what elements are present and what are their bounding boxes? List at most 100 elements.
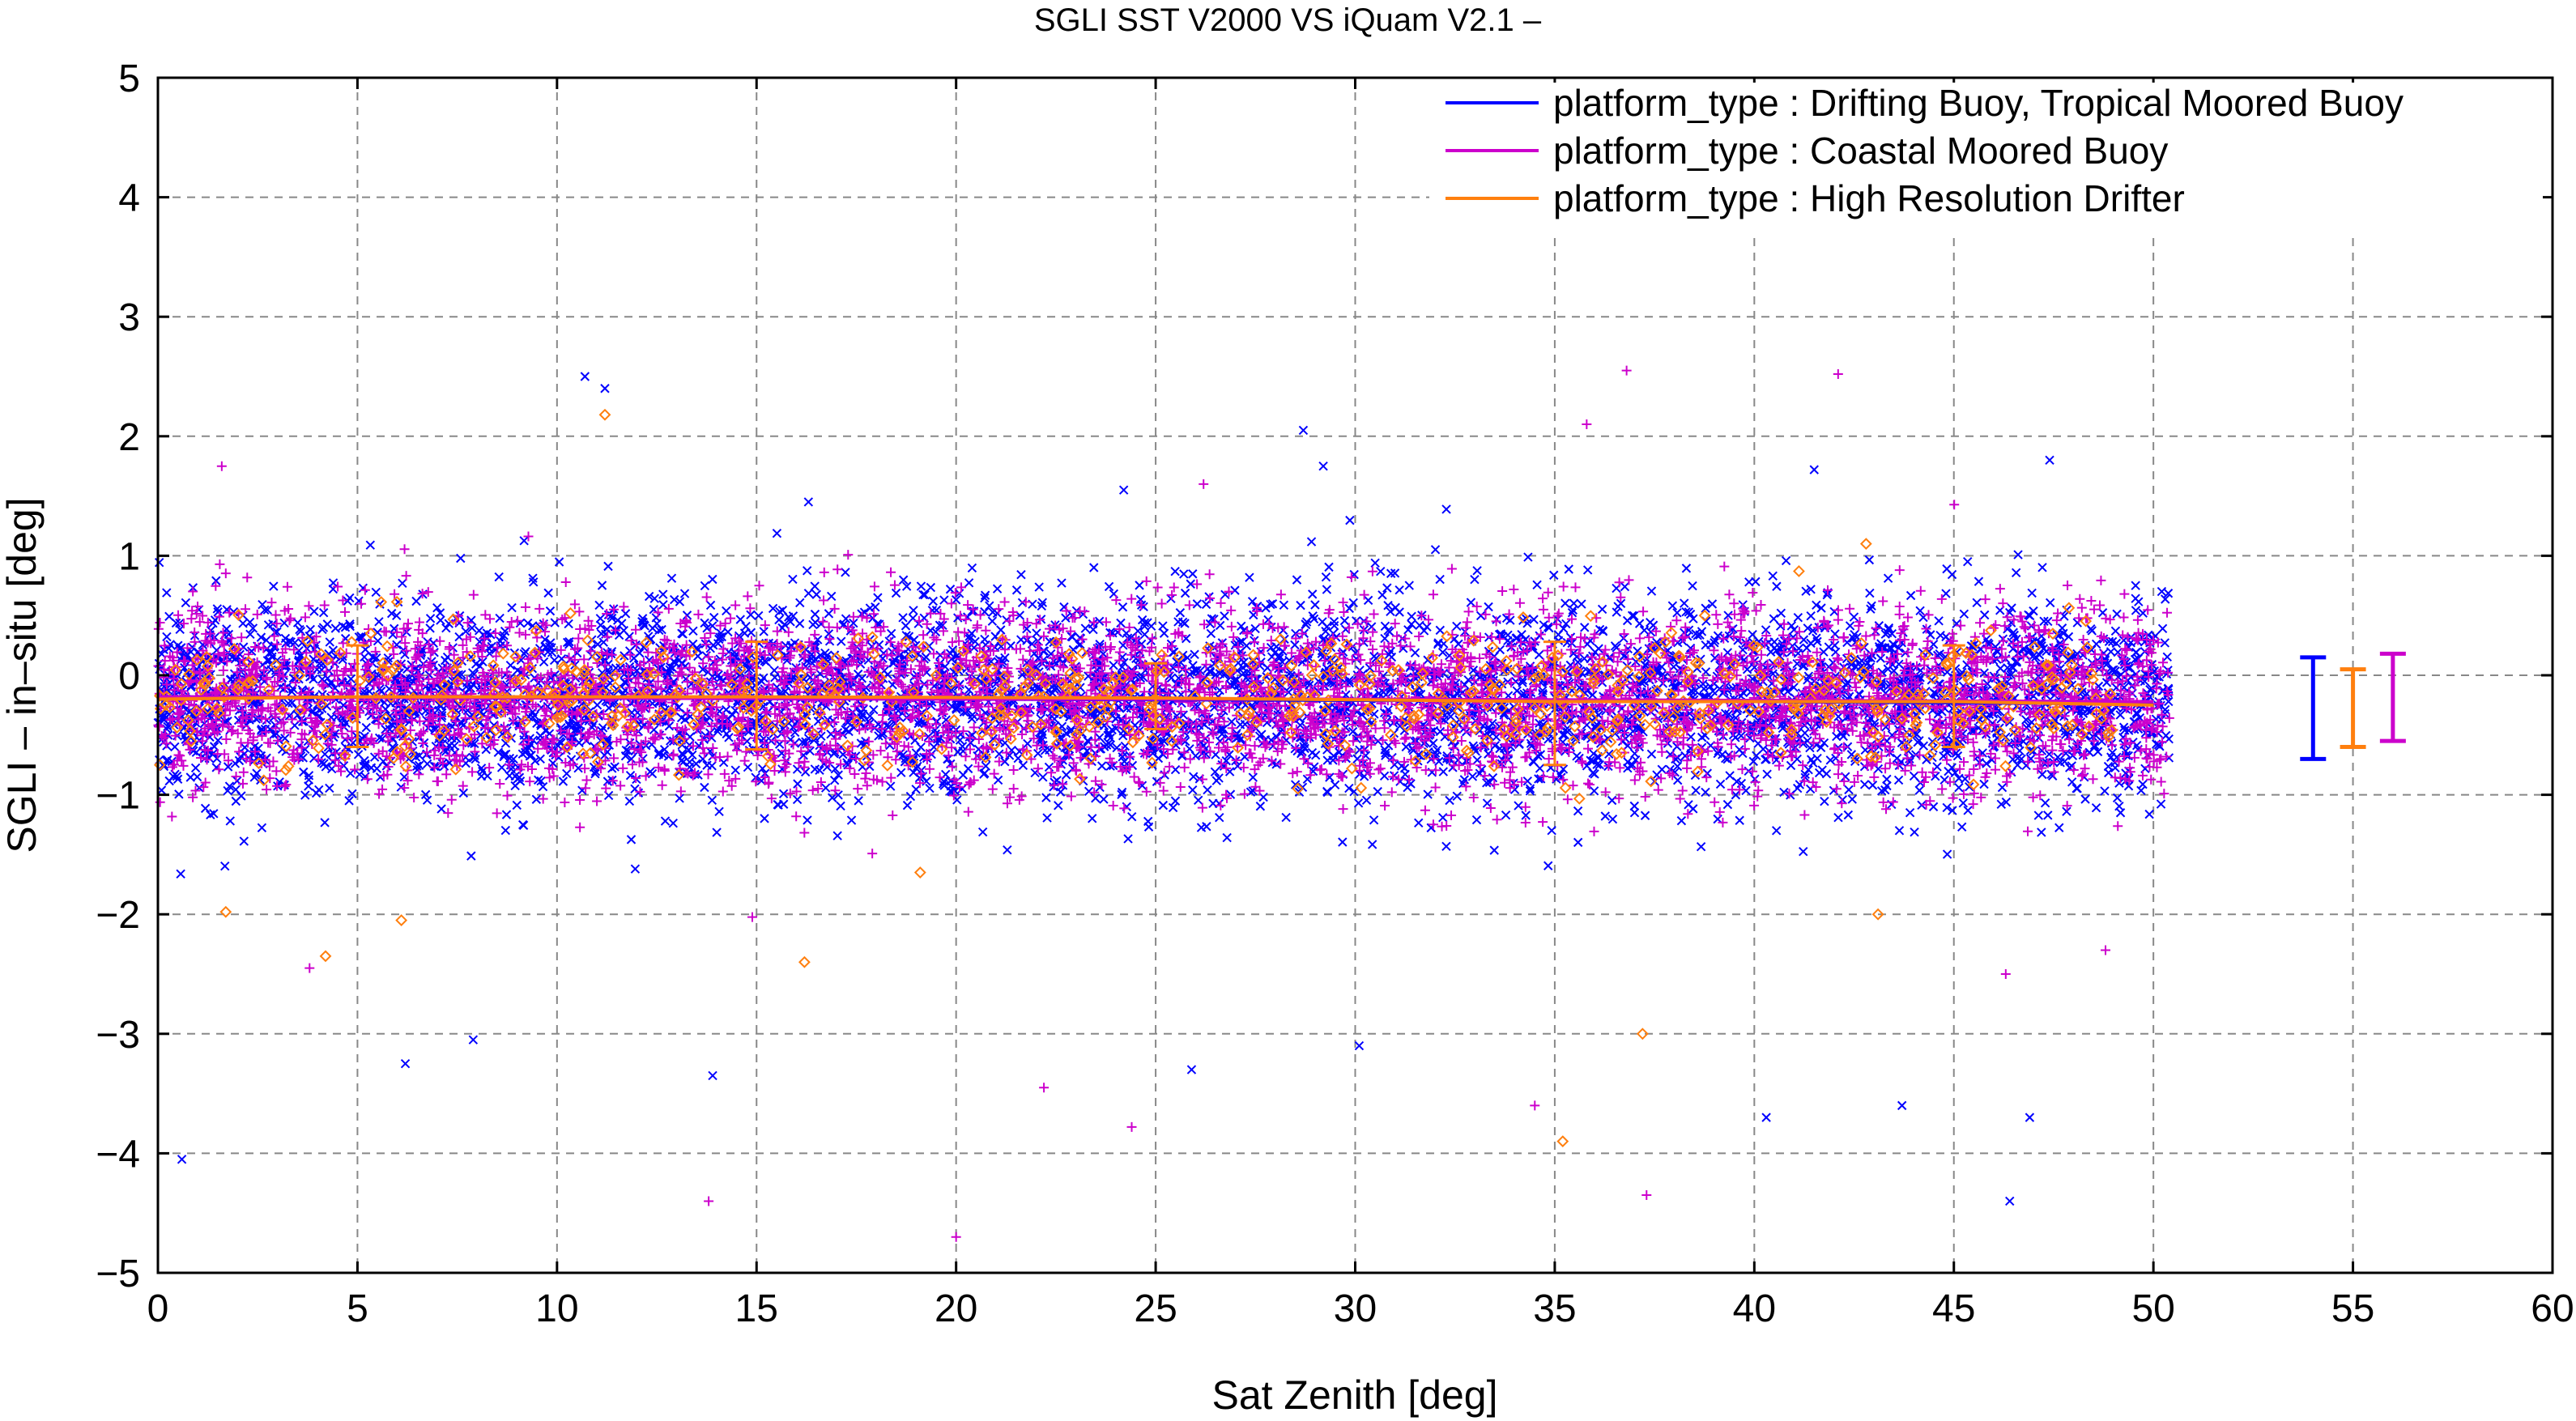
scatter-point bbox=[1607, 814, 1618, 824]
scatter-point bbox=[1996, 799, 2006, 810]
scatter-point bbox=[1235, 637, 1245, 647]
scatter-point bbox=[964, 634, 974, 644]
scatter-point bbox=[645, 634, 656, 645]
scatter-point bbox=[827, 591, 837, 602]
scatter-point bbox=[1547, 826, 1556, 836]
scatter-point bbox=[1410, 648, 1420, 657]
scatter-point bbox=[1220, 611, 1229, 621]
scatter-point bbox=[1959, 609, 1969, 619]
scatter-point bbox=[757, 764, 768, 773]
scatter-point bbox=[900, 757, 910, 767]
scatter-point bbox=[620, 609, 631, 619]
scatter-point bbox=[1394, 585, 1404, 595]
scatter-point bbox=[1104, 581, 1114, 592]
scatter-point bbox=[1188, 569, 1198, 579]
scatter-point bbox=[1367, 840, 1377, 849]
scatter-point bbox=[1941, 734, 1951, 743]
scatter-point bbox=[1377, 590, 1387, 600]
scatter-point bbox=[593, 640, 602, 649]
scatter-point bbox=[967, 628, 977, 639]
scatter-point bbox=[309, 606, 319, 616]
scatter-point bbox=[1761, 625, 1771, 635]
scatter-point bbox=[2008, 644, 2018, 654]
scatter-point bbox=[2157, 586, 2167, 597]
scatter-point bbox=[436, 683, 447, 693]
scatter-point bbox=[1399, 725, 1410, 735]
scatter-point bbox=[1963, 806, 1973, 815]
scatter-point bbox=[573, 763, 583, 773]
scatter-point bbox=[1201, 599, 1211, 610]
scatter-point bbox=[1866, 604, 1876, 614]
scatter-point bbox=[1803, 623, 1812, 633]
scatter-point bbox=[507, 602, 517, 613]
scatter-point bbox=[1403, 625, 1413, 635]
scatter-point bbox=[495, 613, 505, 623]
scatter-point bbox=[361, 722, 372, 733]
scatter-point bbox=[901, 581, 912, 591]
scatter-point bbox=[1800, 772, 1810, 782]
scatter-point bbox=[1117, 789, 1126, 800]
scatter-point bbox=[1279, 600, 1289, 610]
scatter-point bbox=[1263, 615, 1273, 625]
scatter-point bbox=[1742, 665, 1752, 674]
scatter-point bbox=[2080, 794, 2090, 804]
scatter-point bbox=[296, 626, 306, 636]
scatter-point bbox=[830, 764, 840, 774]
scatter-point bbox=[248, 623, 258, 633]
scatter-point bbox=[1882, 774, 1892, 785]
scatter-point bbox=[904, 632, 914, 641]
scatter-point bbox=[1466, 598, 1476, 607]
scatter-point bbox=[1528, 756, 1538, 766]
scatter-point bbox=[1762, 769, 1772, 779]
scatter-point bbox=[1657, 764, 1667, 775]
scatter-point bbox=[154, 557, 164, 568]
scatter-point bbox=[707, 761, 717, 771]
scatter-point bbox=[1525, 786, 1535, 796]
scatter-point bbox=[1688, 614, 1698, 623]
scatter-point bbox=[2054, 823, 2064, 832]
scatter-point bbox=[1011, 585, 1022, 595]
scatter-point bbox=[1934, 616, 1944, 626]
scatter-point bbox=[1748, 756, 1758, 767]
scatter-point bbox=[1586, 755, 1595, 765]
scatter-point bbox=[788, 611, 798, 621]
scatter-point bbox=[373, 636, 383, 646]
scatter-point bbox=[1691, 785, 1701, 795]
scatter-point bbox=[1404, 581, 1414, 590]
scatter-point bbox=[1423, 655, 1433, 665]
scatter-point bbox=[700, 581, 710, 591]
scatter-point bbox=[649, 594, 659, 603]
scatter-point bbox=[682, 611, 692, 620]
scatter-point bbox=[338, 621, 347, 632]
scatter-point bbox=[531, 794, 542, 804]
scatter-point bbox=[436, 615, 445, 625]
scatter-point bbox=[374, 617, 384, 627]
scatter-point bbox=[1894, 826, 1905, 836]
scatter-point bbox=[1116, 618, 1126, 628]
scatter-point bbox=[1922, 755, 1931, 764]
scatter-point bbox=[918, 589, 928, 600]
scatter-point bbox=[2055, 638, 2065, 649]
scatter-point bbox=[1488, 772, 1498, 783]
scatter-point bbox=[2160, 638, 2170, 648]
scatter-point bbox=[684, 740, 695, 750]
scatter-point bbox=[1467, 772, 1478, 781]
scatter-point bbox=[1776, 608, 1786, 619]
scatter-point bbox=[300, 790, 310, 800]
scatter-point bbox=[768, 652, 777, 662]
scatter-point bbox=[1676, 815, 1687, 826]
scatter-point bbox=[398, 578, 407, 589]
scatter-point bbox=[1353, 798, 1364, 808]
scatter-point bbox=[1330, 780, 1340, 790]
scatter-point bbox=[170, 742, 180, 752]
scatter-point bbox=[2025, 746, 2036, 755]
scatter-point bbox=[849, 618, 858, 628]
scatter-point bbox=[176, 869, 185, 879]
scatter-point bbox=[691, 759, 701, 768]
scatter-point bbox=[1801, 586, 1811, 596]
scatter-point bbox=[1633, 646, 1642, 656]
scatter-point bbox=[1099, 794, 1109, 804]
scatter-point bbox=[1735, 815, 1744, 825]
scatter-point bbox=[1646, 586, 1657, 596]
scatter-point bbox=[886, 781, 896, 791]
